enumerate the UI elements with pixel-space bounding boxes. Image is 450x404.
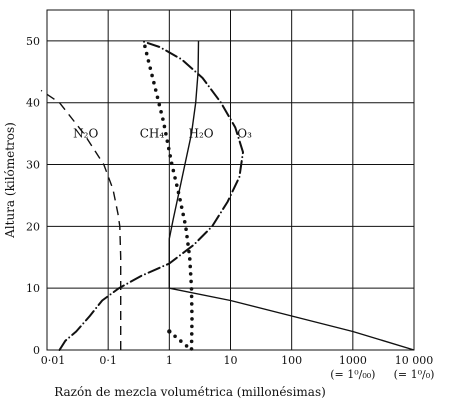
series-label-dashed: N₂O	[73, 127, 98, 141]
series-line-dashdot	[58, 39, 244, 351]
x-unit-note: (= 1⁰/₀₀)	[330, 368, 375, 381]
x-tick-label: 100	[281, 354, 302, 367]
x-tick-label: 1000	[339, 354, 367, 367]
grid-layer	[46, 10, 415, 350]
x-tick-label: 0·01	[41, 354, 66, 367]
y-tick-label: 10	[26, 282, 40, 295]
series-label-dotted: CH₄	[140, 127, 165, 141]
y-tick-label: 30	[26, 159, 40, 172]
series-line-dotted	[141, 39, 194, 352]
x-tick-label: 1	[166, 354, 173, 367]
y-axis-title: Altura (kilómetros)	[3, 122, 17, 239]
x-tick-label: 10	[224, 354, 238, 367]
plot-frame	[46, 9, 415, 351]
series-line-dashed	[40, 89, 122, 350]
tick-layer: 0·01 0·1 1 10 100 1000 10 000 0 10 20 30 40 50 (= 1⁰/…	[26, 35, 434, 381]
series-layer	[40, 39, 415, 352]
y-tick-label: 0	[33, 344, 40, 357]
x-tick-label: 0·1	[99, 354, 117, 367]
y-tick-label: 40	[26, 97, 40, 110]
y-tick-label: 20	[26, 220, 40, 233]
x-tick-label: 10 000	[395, 354, 434, 367]
y-tick-label: 50	[26, 35, 40, 48]
x-axis-title: Razón de mezcla volumétrica (millonésima…	[54, 385, 326, 399]
label-layer: N₂O CH₄ H₂O O₃	[73, 127, 252, 141]
x-unit-note: (= 1⁰/₀)	[394, 368, 435, 381]
series-label-solid: H₂O	[188, 127, 213, 141]
series-label-dashdot: O₃	[237, 127, 252, 141]
series-line-solid	[168, 40, 415, 351]
series-point-dotted	[167, 329, 172, 334]
